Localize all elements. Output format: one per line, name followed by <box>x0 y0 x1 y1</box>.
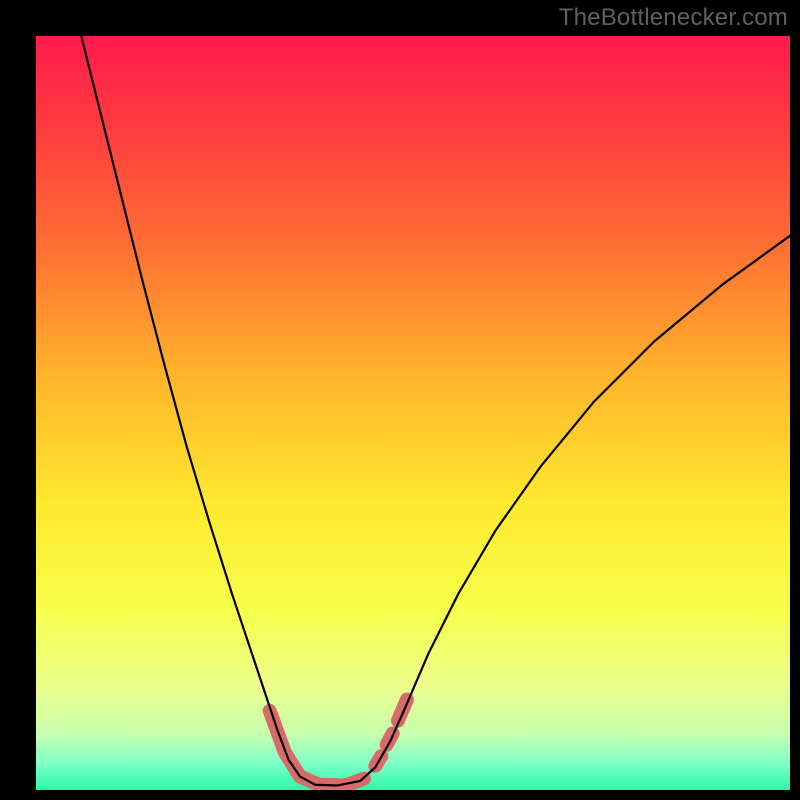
heatmap-chart <box>36 36 790 790</box>
chart-frame: TheBottlenecker.com <box>0 0 800 800</box>
watermark-text: TheBottlenecker.com <box>559 4 788 32</box>
plot-area <box>36 36 790 790</box>
